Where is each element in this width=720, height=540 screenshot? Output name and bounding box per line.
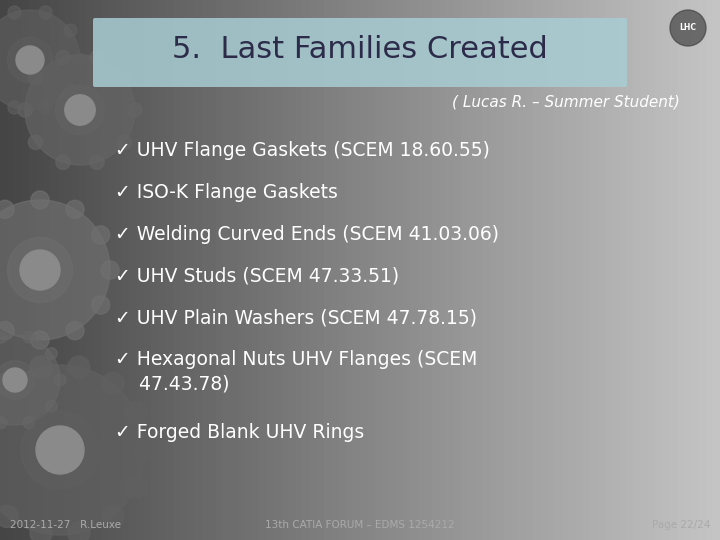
Circle shape [0,505,18,528]
Circle shape [4,369,25,390]
Circle shape [23,332,35,343]
Circle shape [0,200,110,340]
Circle shape [56,51,70,65]
Circle shape [30,356,52,378]
Circle shape [45,401,58,413]
Circle shape [45,348,58,360]
Circle shape [21,411,99,489]
Circle shape [8,101,21,114]
Circle shape [22,253,58,287]
Circle shape [54,374,66,386]
Text: LHC: LHC [680,24,696,32]
Circle shape [102,373,124,395]
Circle shape [102,505,124,528]
Circle shape [55,85,104,134]
Circle shape [91,226,109,244]
Circle shape [0,373,18,395]
Text: 13th CATIA FORUM – EDMS 1254212: 13th CATIA FORUM – EDMS 1254212 [265,520,455,530]
Text: Page 22/24: Page 22/24 [652,520,710,530]
Circle shape [90,51,104,65]
Circle shape [18,103,32,117]
Circle shape [31,191,49,209]
Circle shape [90,155,104,170]
Circle shape [16,46,44,74]
Circle shape [125,402,148,424]
Circle shape [91,296,109,314]
Circle shape [39,6,52,19]
Circle shape [64,24,77,37]
Circle shape [670,10,706,46]
Circle shape [56,155,70,170]
Text: 2012-11-27   R.Leuxe: 2012-11-27 R.Leuxe [10,520,121,530]
Circle shape [25,55,135,165]
Circle shape [3,368,27,392]
Circle shape [0,417,7,429]
Circle shape [8,6,21,19]
Circle shape [0,365,145,535]
Circle shape [30,522,52,540]
FancyBboxPatch shape [93,18,627,87]
Circle shape [0,321,14,340]
Circle shape [0,10,80,110]
Circle shape [23,417,35,429]
Text: ✓ Hexagonal Nuts UHV Flanges (SCEM
    47.43.78): ✓ Hexagonal Nuts UHV Flanges (SCEM 47.43… [115,350,477,394]
Circle shape [117,71,132,85]
Circle shape [73,53,86,66]
Circle shape [28,135,42,150]
Circle shape [117,135,132,150]
Text: ✓ UHV Flange Gaskets (SCEM 18.60.55): ✓ UHV Flange Gaskets (SCEM 18.60.55) [115,140,490,159]
Circle shape [0,335,60,425]
Circle shape [134,439,156,461]
Circle shape [36,426,84,474]
Circle shape [67,97,94,123]
Circle shape [18,48,42,72]
Circle shape [20,250,60,290]
Text: ✓ Forged Blank UHV Rings: ✓ Forged Blank UHV Rings [115,422,364,442]
Circle shape [68,356,90,378]
Circle shape [7,37,53,83]
Circle shape [66,321,84,340]
Circle shape [0,200,14,219]
Circle shape [39,101,52,114]
Circle shape [39,429,81,471]
Text: ✓ UHV Plain Washers (SCEM 47.78.15): ✓ UHV Plain Washers (SCEM 47.78.15) [115,308,477,327]
Circle shape [65,95,95,125]
Circle shape [125,476,148,498]
Text: ✓ Welding Curved Ends (SCEM 41.03.06): ✓ Welding Curved Ends (SCEM 41.03.06) [115,225,499,244]
Text: ✓ UHV Studs (SCEM 47.33.51): ✓ UHV Studs (SCEM 47.33.51) [115,267,399,286]
Text: ( Lucas R. – Summer Student): ( Lucas R. – Summer Student) [452,94,680,110]
Circle shape [31,331,49,349]
Circle shape [0,332,7,343]
Circle shape [68,522,90,540]
Circle shape [0,361,35,400]
Text: ✓ ISO-K Flange Gaskets: ✓ ISO-K Flange Gaskets [115,183,338,201]
Circle shape [101,261,119,279]
Circle shape [128,103,142,117]
Circle shape [28,71,42,85]
Circle shape [66,200,84,219]
Text: 5.  Last Families Created: 5. Last Families Created [172,36,548,64]
Circle shape [7,238,73,302]
Circle shape [64,83,77,96]
